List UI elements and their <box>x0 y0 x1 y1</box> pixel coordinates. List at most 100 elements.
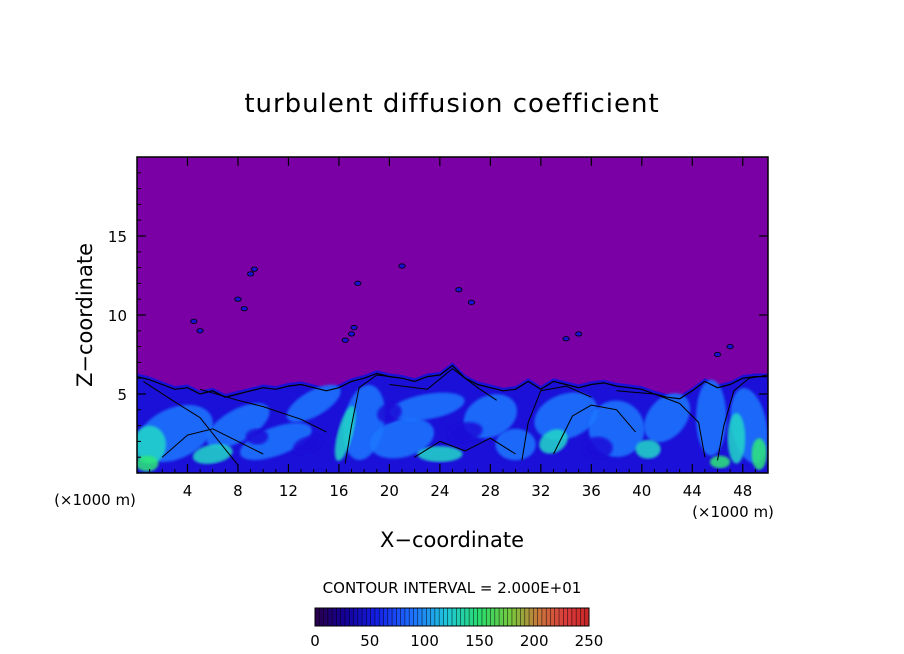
colorbar-cell <box>524 608 530 626</box>
colorbar-cell <box>452 608 457 626</box>
field-patch <box>286 384 341 423</box>
field-speck <box>347 331 356 337</box>
colorbar-tick-label: 200 <box>520 632 549 650</box>
turbulence-field <box>137 263 768 473</box>
x-axis-label: X−coordinate <box>380 528 524 552</box>
colorbar-cell <box>486 608 491 626</box>
field-patch <box>389 392 465 421</box>
field-patch <box>292 435 322 454</box>
colorbar-cell <box>447 608 453 626</box>
colorbar-cell <box>511 608 517 626</box>
x-tick-label: 8 <box>233 482 243 500</box>
colorbar-tick-label: 250 <box>575 632 604 650</box>
colorbar-frame <box>314 607 590 627</box>
colorbar-cell <box>580 608 586 626</box>
colorbar-cell <box>529 608 534 626</box>
contour-line <box>521 385 592 461</box>
x-tick-label: 48 <box>733 482 752 500</box>
colorbar-cell <box>319 608 324 626</box>
colorbar-cell <box>533 608 538 626</box>
colorbar-cell <box>571 608 577 626</box>
colorbar-cell <box>344 608 350 626</box>
field-patch <box>334 405 356 462</box>
contour-line <box>414 437 516 458</box>
chart-title: turbulent diffusion coefficient <box>244 89 659 119</box>
x-tick-label: 28 <box>481 482 500 500</box>
colorbar-cell <box>404 608 410 626</box>
field-speck <box>467 299 476 305</box>
contour-line <box>616 390 706 458</box>
colorbar-cell <box>541 608 547 626</box>
field-speck <box>575 331 583 337</box>
field-speck <box>240 306 248 312</box>
field-patch <box>245 428 269 445</box>
x-tick-label: 44 <box>683 482 702 500</box>
contour-line <box>553 404 636 455</box>
field-patch <box>137 425 167 464</box>
colorbar-cell <box>469 608 474 626</box>
field-speck <box>398 263 406 269</box>
field-speck <box>234 296 242 302</box>
colorbar-cell <box>434 608 440 626</box>
colorbar-cell <box>439 608 444 626</box>
contour-line <box>161 428 264 458</box>
x-tick-label: 36 <box>582 482 601 500</box>
colorbar-cell <box>456 608 461 626</box>
field-patch <box>582 436 613 459</box>
field-speck <box>350 325 358 331</box>
x-unit-left: (×1000 m) <box>54 491 136 509</box>
field-speck <box>713 351 722 358</box>
field-patch <box>447 422 483 442</box>
field-patch <box>727 412 746 464</box>
y-axis-label: Z−coordinate <box>73 243 97 387</box>
y-tick-label: 10 <box>108 307 127 325</box>
contour-line <box>143 380 239 466</box>
field-patch <box>644 393 691 443</box>
field-speck <box>562 336 570 342</box>
colorbar-tick-label: 50 <box>360 632 379 650</box>
colorbar-cell <box>584 608 590 626</box>
field-patch <box>377 403 402 423</box>
contour-line <box>389 368 497 401</box>
x-tick-label: 4 <box>183 482 193 500</box>
field-speck <box>354 280 362 286</box>
contour-boundary <box>137 364 768 400</box>
colorbar-cell <box>507 608 513 626</box>
colorbar-cell <box>481 608 487 626</box>
colorbar-cell <box>396 608 401 626</box>
colorbar-cell <box>554 608 560 626</box>
field-patch <box>417 446 463 462</box>
field-patch <box>539 429 568 454</box>
colorbar-cell <box>550 608 556 626</box>
colorbar-tick-label: 0 <box>310 632 320 650</box>
colorbar-tick-label: 100 <box>410 632 439 650</box>
x-tick-label: 24 <box>430 482 449 500</box>
contour-interval-label: CONTOUR INTERVAL = 2.000E+01 <box>323 579 582 597</box>
y-tick-label: 15 <box>108 228 127 246</box>
field-speck <box>726 343 734 350</box>
field-patch <box>709 455 731 469</box>
x-tick-label: 40 <box>632 482 651 500</box>
colorbar-cell <box>332 608 337 626</box>
colorbar-cell <box>357 608 363 626</box>
colorbar-cell <box>417 608 423 626</box>
colorbar-cell <box>477 608 483 626</box>
y-tick-label: 5 <box>117 386 127 404</box>
colorbar-cell <box>546 608 551 626</box>
colorbar-cell <box>516 608 521 626</box>
colorbar-cell <box>499 608 504 626</box>
colorbar-cell <box>374 608 380 626</box>
colorbar-cell <box>392 608 397 626</box>
colorbar-ticks: 0 50 100 150 200 250 <box>310 632 603 650</box>
colorbar-cell <box>426 608 431 626</box>
colorbar-cell <box>473 608 478 626</box>
colorbar-cell <box>494 608 500 626</box>
colorbar-tick-label: 150 <box>465 632 494 650</box>
colorbar-cell <box>353 608 359 626</box>
colorbar <box>314 608 590 626</box>
colorbar-cell <box>503 608 508 626</box>
colorbar-cell <box>430 608 436 626</box>
field-speck <box>455 287 463 293</box>
colorbar-cell <box>464 608 470 626</box>
